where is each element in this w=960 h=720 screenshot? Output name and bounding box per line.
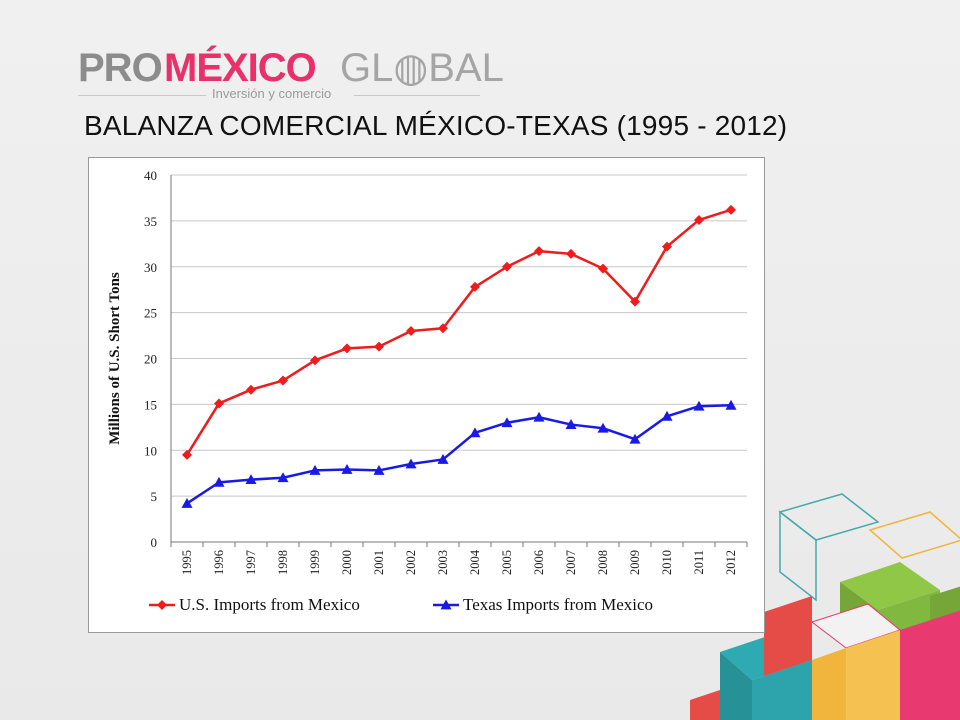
data-point-diamond [182, 449, 192, 460]
x-tick-label: 1999 [308, 550, 322, 575]
data-point-diamond [438, 323, 448, 334]
x-tick-label: 2011 [692, 550, 706, 575]
chart-frame: 0 5 10 15 20 25 30 35 40 1995 1996 1997 1998 1999 2000… [88, 157, 765, 633]
data-point-diamond [246, 384, 256, 395]
data-point-triangle [373, 464, 385, 475]
x-tick-label: 1996 [212, 550, 226, 575]
x-tick-label: 1998 [276, 550, 290, 575]
y-tick-label: 30 [144, 260, 157, 275]
y-axis-label: Millions of U.S. Short Tons [107, 272, 123, 445]
legend-label: U.S. Imports from Mexico [179, 595, 360, 614]
series-line-texas-imports [186, 404, 732, 505]
data-point-triangle [597, 422, 609, 433]
data-point-diamond [278, 375, 288, 386]
y-tick-label: 25 [144, 306, 157, 321]
data-point-triangle [693, 400, 705, 411]
data-point-diamond [662, 241, 672, 252]
x-tick-label: 2002 [404, 550, 418, 575]
data-point-triangle [213, 476, 225, 487]
logo-divider-left [78, 95, 206, 96]
logo-divider-right [354, 95, 480, 96]
y-tick-label: 40 [144, 168, 157, 183]
data-point-diamond [310, 355, 320, 366]
data-point-triangle [437, 453, 449, 464]
y-tick-label: 0 [151, 535, 158, 550]
data-point-diamond [214, 398, 224, 409]
slide-title: BALANZA COMERCIAL MÉXICO-TEXAS (1995 - 2… [84, 110, 788, 141]
x-tick-label: 2001 [372, 550, 386, 575]
data-point-triangle [629, 433, 641, 444]
x-tick-label: 2003 [436, 550, 450, 575]
y-tick-label: 20 [144, 352, 157, 367]
legend-label: Texas Imports from Mexico [463, 595, 653, 614]
data-point-diamond [534, 246, 544, 257]
x-tick-label: 2000 [340, 550, 354, 575]
logo-tagline: Inversión y comercio [212, 86, 332, 101]
data-point-diamond [598, 263, 608, 274]
data-point-diamond [566, 248, 576, 259]
x-tick-label: 2009 [628, 550, 642, 575]
data-point-diamond [694, 214, 704, 225]
promexico-global-logo: PRO MÉXICO GL◍BAL Inversión y comercio [78, 44, 504, 104]
logo-global-text: GL◍BAL [340, 46, 504, 90]
data-point-triangle [565, 419, 577, 429]
data-point-triangle [277, 472, 289, 483]
data-point-triangle [341, 464, 353, 474]
data-point-triangle [245, 474, 257, 485]
data-point-triangle [725, 399, 737, 410]
y-tick-label: 5 [151, 489, 158, 504]
x-tick-label: 2006 [532, 550, 546, 575]
series-line-us-imports [185, 208, 732, 456]
data-point-triangle [309, 464, 321, 475]
x-tick-label: 1995 [180, 550, 194, 575]
data-point-triangle [469, 427, 481, 438]
data-point-diamond [157, 600, 167, 610]
data-point-diamond [374, 341, 384, 352]
logo-pro-text: PRO [78, 46, 163, 90]
data-point-diamond [342, 343, 352, 354]
data-point-diamond [470, 281, 480, 292]
data-point-diamond [630, 296, 640, 307]
y-tick-label: 10 [144, 443, 157, 458]
x-tick-label: 2010 [660, 550, 674, 575]
data-point-triangle [533, 411, 545, 422]
y-tick-label: 35 [144, 214, 157, 229]
x-tick-label: 2008 [596, 550, 610, 575]
data-point-triangle [661, 410, 673, 421]
x-tick-label: 2007 [564, 550, 578, 575]
data-point-triangle [181, 497, 193, 508]
x-tick-label: 2005 [500, 550, 514, 575]
data-point-diamond [502, 261, 512, 272]
data-point-triangle [405, 458, 417, 469]
y-tick-label: 15 [144, 397, 157, 412]
logo-mexico-text: MÉXICO [164, 46, 317, 90]
data-point-triangle [440, 599, 452, 610]
data-point-triangle [501, 417, 513, 428]
data-point-diamond [726, 204, 736, 215]
x-tick-label: 2012 [724, 550, 738, 575]
line-chart: 0 5 10 15 20 25 30 35 40 1995 1996 1997 1998 1999 2000… [107, 168, 748, 614]
x-tick-label: 2004 [468, 549, 482, 575]
data-point-diamond [406, 325, 416, 336]
x-tick-label: 1997 [244, 550, 258, 575]
